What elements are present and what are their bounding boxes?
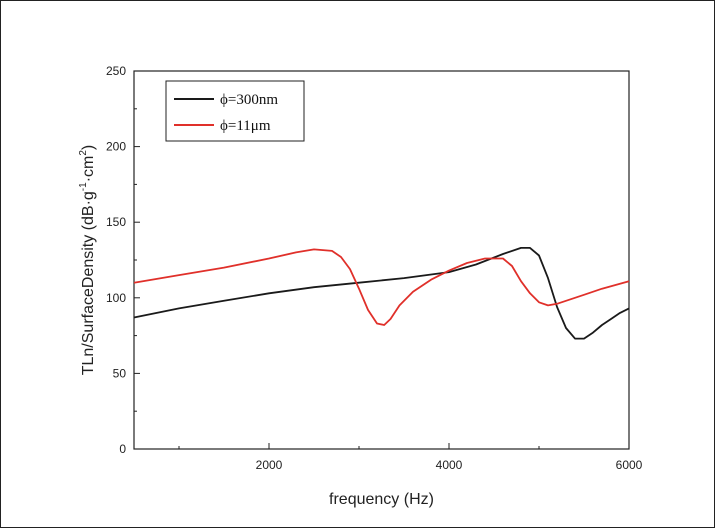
legend-label-2: ϕ=11μm — [220, 118, 271, 134]
legend-label-1: ϕ=300nm — [220, 92, 278, 108]
y-tick-label: 0 — [119, 442, 126, 456]
x-tick-label: 2000 — [256, 458, 283, 472]
y-axis-title-mid: ·cm — [80, 156, 97, 183]
x-axis-title: frequency (Hz) — [329, 491, 434, 508]
x-tick-label: 4000 — [436, 458, 463, 472]
legend-box — [165, 80, 305, 142]
axes-layer: 2000 4000 6000 0 50 100 150 200 250 — [106, 64, 643, 472]
series-line-1 — [133, 246, 630, 340]
x-tick-label: 6000 — [616, 458, 643, 472]
y-axis-title-main: TLn/SurfaceDensity (dB·g — [80, 191, 97, 375]
series-line-2 — [133, 248, 630, 326]
legend: ϕ=300nm ϕ=11μm — [165, 80, 305, 142]
y-axis-title-exp2: 2 — [78, 150, 89, 156]
y-axis-title-exp1: -1 — [78, 182, 89, 191]
series-layer — [133, 246, 630, 340]
y-axis-title-end: ) — [80, 145, 97, 150]
y-tick-label: 100 — [106, 291, 126, 305]
y-tick-label: 250 — [106, 64, 126, 78]
y-tick-label: 150 — [106, 215, 126, 229]
y-tick-label: 50 — [113, 366, 127, 380]
y-axis-title: TLn/SurfaceDensity (dB·g-1·cm2) — [78, 145, 97, 376]
y-tick-label: 200 — [106, 140, 126, 154]
